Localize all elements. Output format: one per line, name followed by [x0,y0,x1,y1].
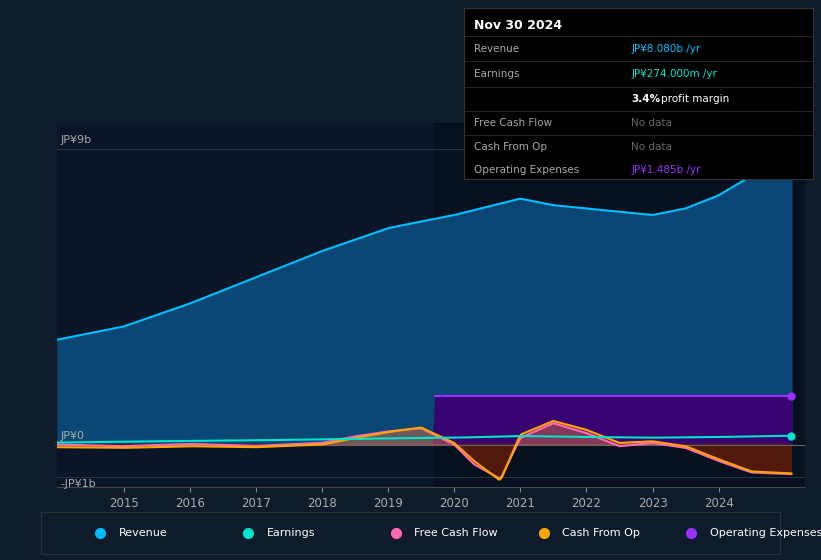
Text: Free Cash Flow: Free Cash Flow [415,529,498,538]
Text: Earnings: Earnings [267,529,315,538]
Text: profit margin: profit margin [661,94,729,104]
Text: Cash From Op: Cash From Op [562,529,640,538]
Text: Cash From Op: Cash From Op [475,142,548,152]
Text: Operating Expenses: Operating Expenses [709,529,821,538]
Text: No data: No data [631,118,672,128]
Text: Revenue: Revenue [119,529,167,538]
Text: JP¥1.485b /yr: JP¥1.485b /yr [631,165,701,175]
Text: Revenue: Revenue [475,44,520,54]
Text: JP¥8.080b /yr: JP¥8.080b /yr [631,44,700,54]
Text: Operating Expenses: Operating Expenses [475,165,580,175]
Text: Nov 30 2024: Nov 30 2024 [475,18,562,32]
Bar [434,123,818,487]
Text: JP¥9b: JP¥9b [61,134,92,144]
Text: JP¥274.000m /yr: JP¥274.000m /yr [631,69,718,79]
Text: 3.4%: 3.4% [631,94,660,104]
Text: -JP¥1b: -JP¥1b [61,479,96,489]
Text: Earnings: Earnings [475,69,520,79]
Text: Free Cash Flow: Free Cash Flow [475,118,553,128]
Text: No data: No data [631,142,672,152]
Text: JP¥0: JP¥0 [61,431,85,441]
